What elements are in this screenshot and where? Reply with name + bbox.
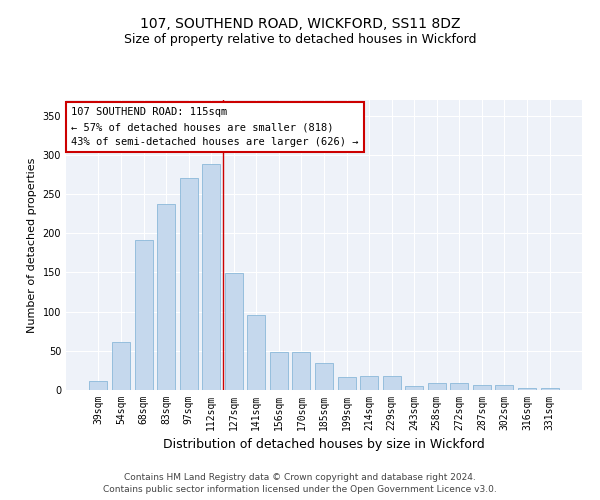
Bar: [112, 342, 130, 390]
X-axis label: Distribution of detached houses by size in Wickford: Distribution of detached houses by size …: [163, 438, 485, 452]
Text: Size of property relative to detached houses in Wickford: Size of property relative to detached ho…: [124, 32, 476, 46]
Text: Contains public sector information licensed under the Open Government Licence v3: Contains public sector information licen…: [103, 485, 497, 494]
Bar: [202, 164, 220, 390]
Text: 107, SOUTHEND ROAD, WICKFORD, SS11 8DZ: 107, SOUTHEND ROAD, WICKFORD, SS11 8DZ: [140, 18, 460, 32]
Bar: [89, 382, 107, 390]
Bar: [315, 362, 333, 390]
Bar: [450, 383, 469, 390]
Bar: [338, 378, 356, 390]
Bar: [270, 352, 288, 390]
Bar: [157, 204, 175, 390]
Bar: [541, 388, 559, 390]
Bar: [473, 386, 491, 390]
Bar: [134, 240, 152, 390]
Bar: [496, 386, 514, 390]
Bar: [179, 178, 198, 390]
Bar: [383, 376, 401, 390]
Y-axis label: Number of detached properties: Number of detached properties: [27, 158, 37, 332]
Bar: [360, 376, 378, 390]
Bar: [247, 315, 265, 390]
Text: 107 SOUTHEND ROAD: 115sqm
← 57% of detached houses are smaller (818)
43% of semi: 107 SOUTHEND ROAD: 115sqm ← 57% of detac…: [71, 108, 359, 147]
Bar: [428, 383, 446, 390]
Bar: [292, 352, 310, 390]
Bar: [405, 386, 423, 390]
Bar: [518, 388, 536, 390]
Bar: [225, 273, 243, 390]
Text: Contains HM Land Registry data © Crown copyright and database right 2024.: Contains HM Land Registry data © Crown c…: [124, 472, 476, 482]
